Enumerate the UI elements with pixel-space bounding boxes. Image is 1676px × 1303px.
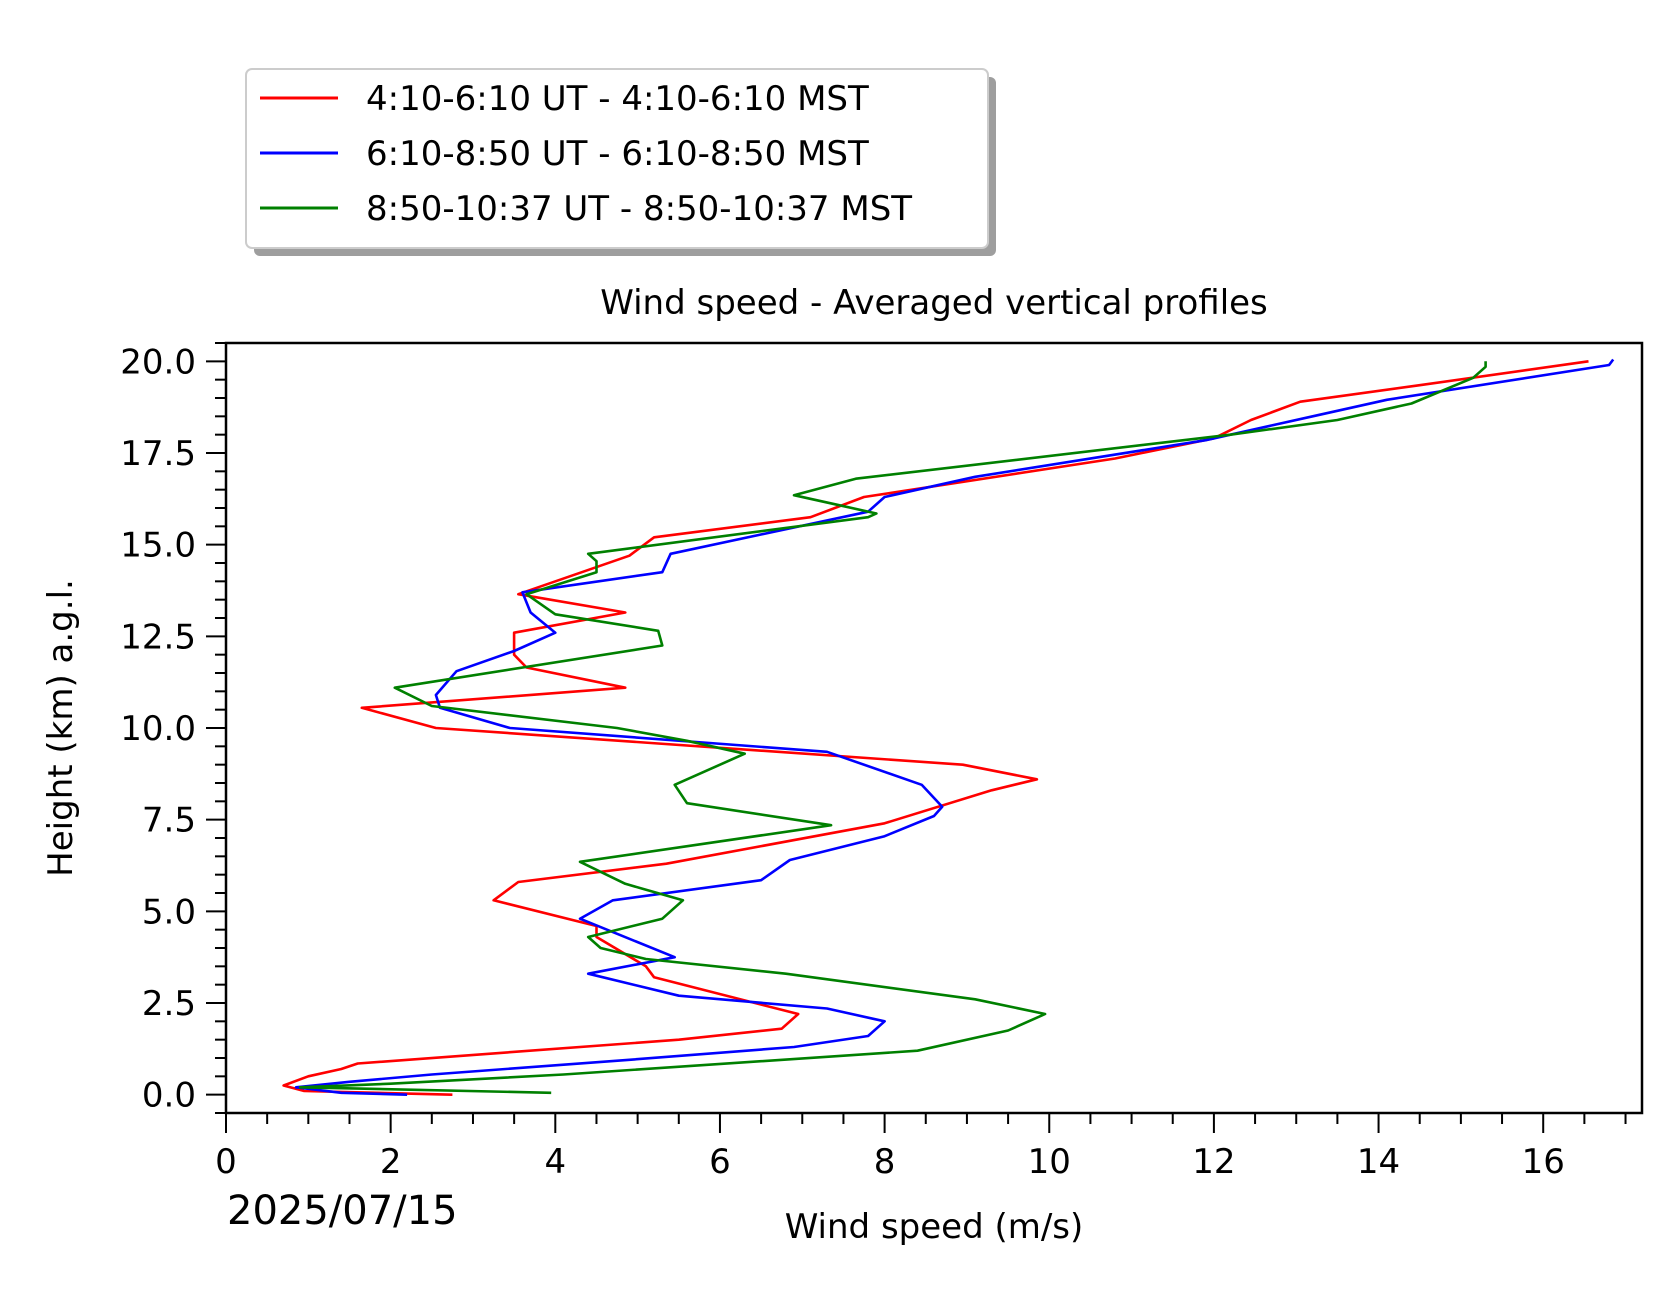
legend: 4:10-6:10 UT - 4:10-6:10 MST 6:10-8:50 UT…: [245, 68, 996, 256]
y-axis-label: Height (km) a.g.l.: [41, 579, 81, 877]
y-tick-label: 17.5: [120, 434, 196, 474]
y-tick-label: 5.0: [142, 892, 196, 932]
series-line-3: [298, 361, 1487, 1095]
date-label: 2025/07/15: [227, 1188, 458, 1234]
legend-label-1: 4:10-6:10 UT - 4:10-6:10 MST: [366, 79, 869, 119]
legend-label-3: 8:50-10:37 UT - 8:50-10:37 MST: [366, 189, 912, 229]
series-line-2: [294, 358, 1615, 1096]
x-axis-label: Wind speed (m/s): [785, 1207, 1084, 1247]
plot-frame: [224, 341, 1644, 1115]
y-tick-label: 7.5: [142, 801, 196, 841]
y-tick-label: 10.0: [120, 709, 196, 749]
x-tick-label: 14: [1357, 1142, 1400, 1182]
x-tick-label: 6: [709, 1142, 731, 1182]
y-tick-label: 15.0: [120, 526, 196, 566]
x-tick-label: 0: [215, 1142, 237, 1182]
x-tick-label: 2: [380, 1142, 402, 1182]
x-tick-label: 8: [874, 1142, 896, 1182]
legend-frame: [245, 68, 989, 249]
x-tick-label: 4: [544, 1142, 566, 1182]
legend-label-2: 6:10-8:50 UT - 6:10-8:50 MST: [366, 134, 869, 174]
y-tick-label: 2.5: [142, 984, 196, 1024]
y-tick-label: 20.0: [120, 342, 196, 382]
chart-title: Wind speed - Averaged vertical profiles: [600, 283, 1268, 323]
x-tick-label: 16: [1522, 1142, 1565, 1182]
y-tick-label: 12.5: [120, 617, 196, 657]
x-tick-label: 12: [1192, 1142, 1235, 1182]
series-line-1: [282, 360, 1589, 1096]
y-tick-label: 0.0: [142, 1076, 196, 1116]
x-tick-label: 10: [1028, 1142, 1071, 1182]
